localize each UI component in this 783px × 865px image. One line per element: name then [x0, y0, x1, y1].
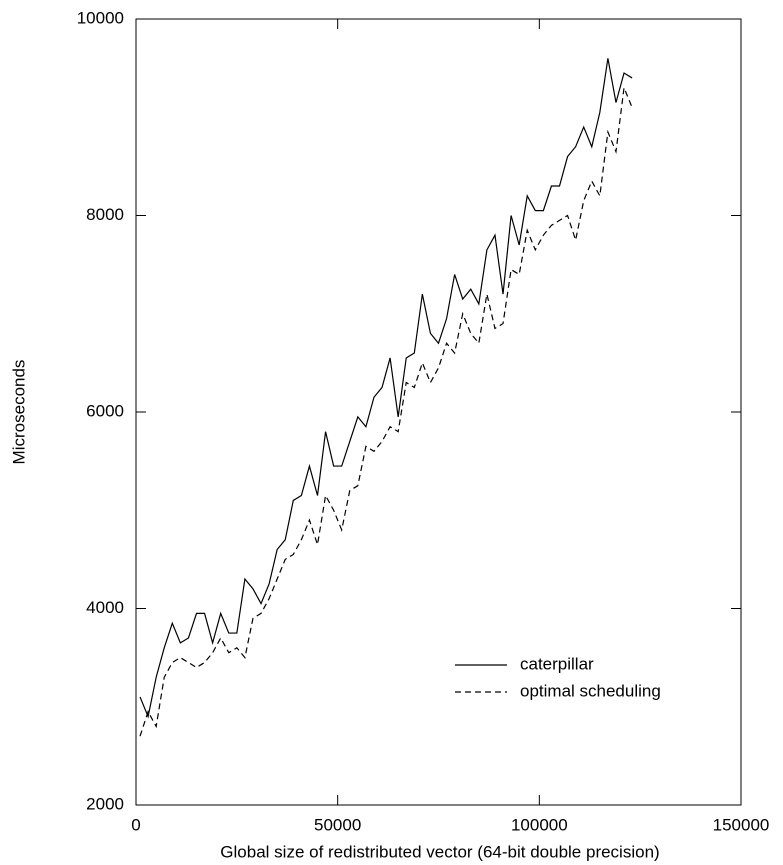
legend-label: caterpillar — [520, 654, 594, 673]
series-line — [139, 85, 633, 737]
y-tick-label: 8000 — [86, 205, 124, 224]
y-tick-label: 6000 — [86, 401, 124, 420]
legend-label: optimal scheduling — [520, 681, 661, 700]
y-tick-label: 4000 — [86, 598, 124, 617]
series-line — [139, 58, 633, 719]
x-tick-label: 0 — [131, 815, 140, 834]
x-tick-label: 100000 — [511, 815, 568, 834]
x-tick-label: 50000 — [314, 815, 361, 834]
y-tick-label: 2000 — [86, 794, 124, 813]
x-axis-label: Global size of redistributed vector (64-… — [220, 842, 659, 861]
y-tick-label: 10000 — [77, 8, 124, 27]
x-tick-label: 150000 — [713, 815, 770, 834]
y-axis-label: Microseconds — [9, 360, 28, 465]
